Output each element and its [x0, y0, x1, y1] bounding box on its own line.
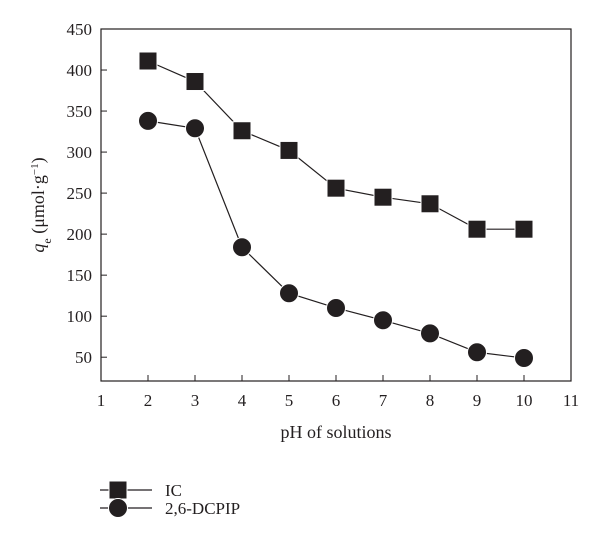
x-tick-label: 5 — [285, 391, 294, 410]
x-tick-label: 7 — [379, 391, 388, 410]
data-point — [373, 187, 393, 207]
plot-frame — [100, 28, 572, 382]
y-tick-label: 100 — [67, 307, 93, 326]
y-tick-label: 200 — [67, 225, 93, 244]
data-point — [185, 118, 205, 139]
x-tick-label: 1 — [97, 391, 106, 410]
data-point — [420, 323, 440, 344]
series-2-6-dcpip — [138, 110, 534, 369]
data-point — [420, 194, 440, 214]
data-point — [467, 342, 487, 363]
y-tick-label: 400 — [67, 61, 93, 80]
data-point — [514, 219, 534, 239]
y-axis-label: qe (μmol·g−1) — [28, 157, 54, 252]
legend-label: 2,6-DCPIP — [165, 499, 240, 518]
legend-item: 2,6-DCPIP — [100, 498, 240, 518]
data-point — [326, 297, 346, 318]
legend-marker-circle — [108, 498, 128, 518]
y-tick-label: 250 — [67, 184, 93, 203]
x-tick-label: 2 — [144, 391, 153, 410]
y-tick-label: 50 — [75, 348, 92, 367]
x-axis-label: pH of solutions — [280, 422, 391, 442]
y-tick-label: 350 — [67, 102, 93, 121]
y-label-part: −1 — [29, 163, 41, 175]
series-line — [147, 120, 525, 359]
series-ic — [138, 51, 534, 239]
data-point — [467, 219, 487, 239]
y-label-part: e — [40, 238, 54, 243]
y-label-part: (μmol·g — [28, 175, 49, 238]
x-tick-label: 9 — [473, 391, 482, 410]
data-point — [373, 310, 393, 331]
data-point — [514, 348, 534, 369]
data-point — [232, 237, 252, 258]
legend-item: IC — [100, 480, 182, 500]
data-point — [279, 283, 299, 304]
data-point — [326, 178, 346, 198]
x-tick-label: 8 — [426, 391, 435, 410]
data-point — [138, 110, 158, 131]
data-point — [232, 121, 252, 141]
y-tick-label: 150 — [67, 266, 93, 285]
y-tick-label: 300 — [67, 143, 93, 162]
legend-label: IC — [165, 481, 182, 500]
x-tick-label: 6 — [332, 391, 341, 410]
data-point — [138, 51, 158, 71]
y-tick-label: 450 — [67, 20, 93, 39]
x-tick-label: 4 — [238, 391, 247, 410]
data-point — [279, 140, 299, 160]
x-tick-label: 10 — [516, 391, 533, 410]
legend-marker-square — [108, 480, 128, 500]
y-label-part: q — [28, 244, 48, 253]
x-tick-label: 3 — [191, 391, 200, 410]
y-label-part: ) — [28, 157, 49, 163]
x-tick-label: 11 — [563, 391, 579, 410]
data-point — [185, 72, 205, 92]
